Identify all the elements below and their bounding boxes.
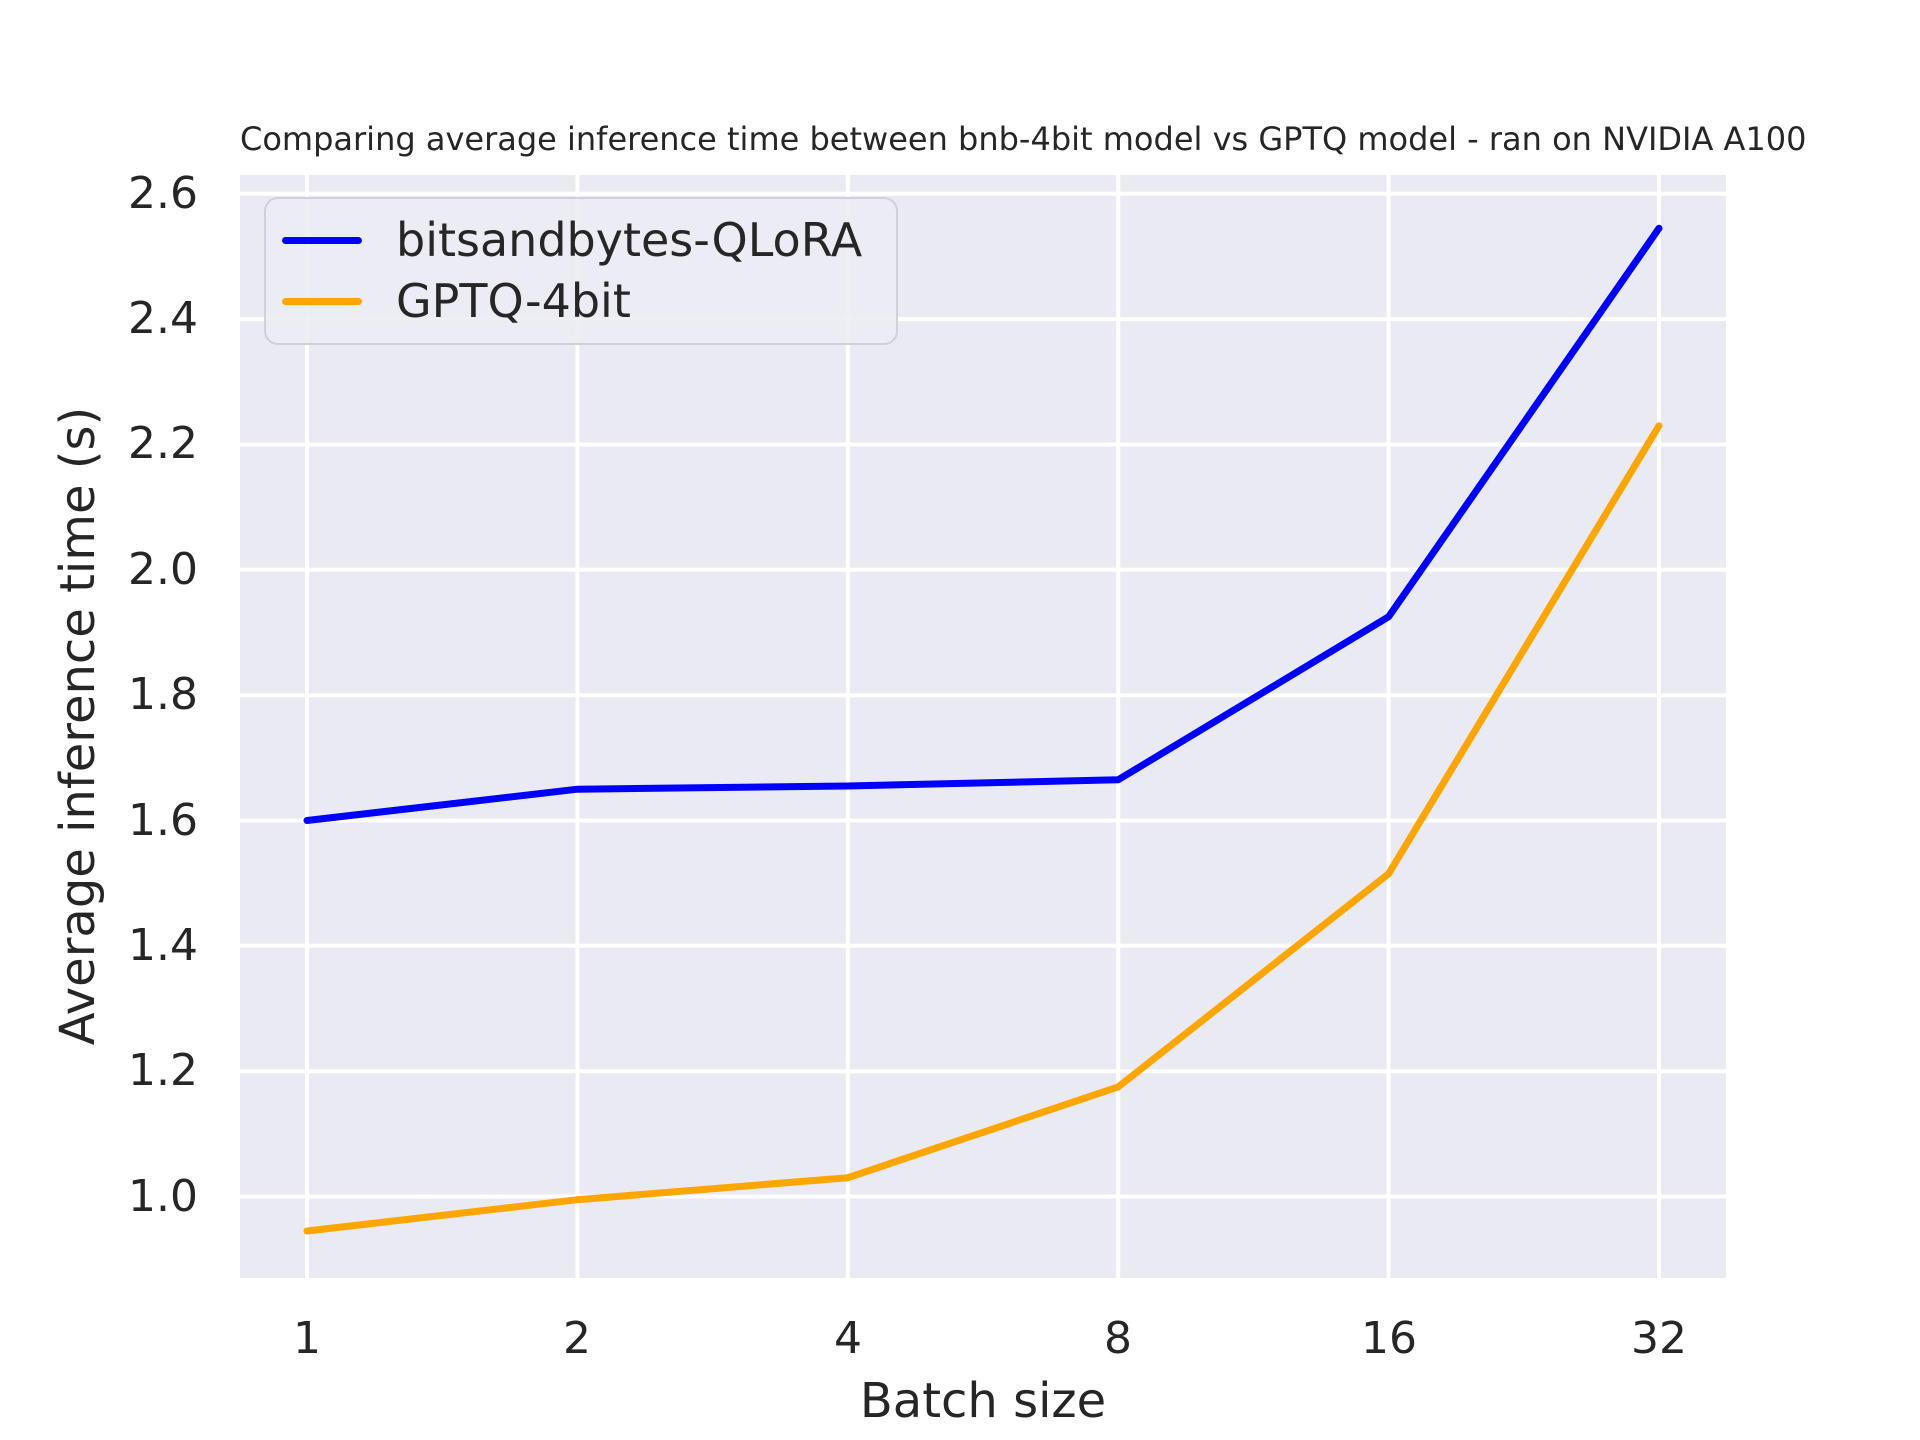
series-line-gptq-4bit [303, 422, 1663, 1235]
y-tick-label: 1.2 [128, 1045, 198, 1096]
y-tick-label: 2.6 [128, 168, 198, 219]
legend-item: GPTQ-4bit [282, 274, 862, 329]
legend-item: bitsandbytes-QLoRA [282, 213, 862, 268]
x-tick-label: 1 [293, 1313, 321, 1364]
x-tick-label: 8 [1104, 1313, 1132, 1364]
legend-line-swatch [282, 298, 362, 305]
plot-area: bitsandbytes-QLoRA GPTQ-4bit [240, 175, 1726, 1278]
x-axis-label: Batch size [859, 1373, 1107, 1429]
x-tick-label: 32 [1631, 1313, 1687, 1364]
series-line-bitsandbytes-qlora [303, 224, 1663, 824]
y-tick-label: 2.2 [128, 418, 198, 469]
chart-title: Comparing average inference time between… [240, 120, 1807, 158]
y-tick-label: 1.4 [128, 920, 198, 971]
legend-label: bitsandbytes-QLoRA [396, 213, 863, 267]
x-tick-label: 4 [834, 1313, 862, 1364]
plot-canvas [240, 175, 1726, 1278]
x-tick-label: 2 [563, 1313, 591, 1364]
legend: bitsandbytes-QLoRA GPTQ-4bit [264, 197, 899, 345]
legend-label: GPTQ-4bit [396, 274, 631, 328]
x-tick-label: 16 [1361, 1313, 1417, 1364]
y-tick-label: 1.8 [128, 669, 198, 720]
y-tick-label: 2.4 [128, 293, 198, 344]
y-tick-label: 2.0 [128, 544, 198, 595]
legend-line-swatch [282, 237, 362, 244]
y-tick-label: 1.6 [128, 795, 198, 846]
y-tick-label: 1.0 [128, 1171, 198, 1222]
y-axis-label: Average inference time (s) [50, 406, 106, 1046]
